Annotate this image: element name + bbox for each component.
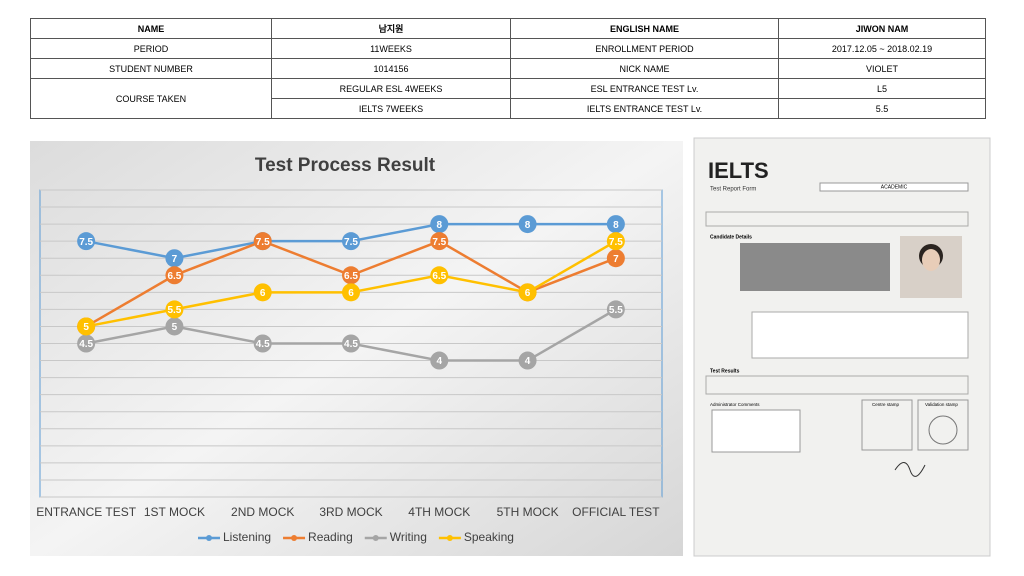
legend-marker — [291, 535, 298, 541]
box — [861, 399, 913, 451]
stamp — [928, 415, 958, 445]
data-label: 5.5 — [609, 305, 623, 316]
point — [77, 317, 96, 336]
box — [917, 399, 969, 451]
data-label: 8 — [525, 220, 531, 231]
point — [253, 283, 272, 302]
point — [606, 249, 625, 268]
photo-face — [922, 249, 940, 271]
data-label: 7 — [172, 254, 178, 265]
cell: IELTS 7WEEKS — [271, 98, 511, 119]
data-label: 5 — [83, 322, 89, 333]
data-label: 6 — [525, 288, 531, 299]
data-label: 7 — [613, 254, 619, 265]
legend-marker — [206, 535, 212, 541]
point — [606, 232, 625, 251]
data-label: 6.5 — [344, 271, 358, 282]
point — [253, 232, 272, 251]
data-label: 6 — [348, 288, 354, 299]
data-label: 7.5 — [432, 237, 446, 248]
data-label: 4.5 — [79, 339, 93, 350]
cell: COURSE TAKEN — [30, 78, 272, 119]
data-label: 7.5 — [344, 237, 358, 248]
point — [518, 215, 537, 234]
data-label: 4.5 — [256, 339, 270, 350]
report-image: IELTS Test Report Form ACADEMIC Candidat… — [693, 137, 991, 557]
point — [518, 283, 537, 302]
point — [77, 334, 96, 353]
x-tick-label: ENTRANCE TEST — [36, 505, 136, 519]
redaction — [740, 243, 890, 291]
point — [430, 232, 449, 251]
report-module: ACADEMIC — [881, 184, 908, 190]
legend-label: Listening — [223, 530, 271, 544]
data-label: 6 — [260, 288, 266, 299]
point — [342, 266, 360, 285]
data-label: 6.5 — [167, 271, 181, 282]
data-label: 5 — [172, 322, 178, 333]
point — [606, 215, 625, 234]
point — [165, 249, 184, 268]
box — [711, 409, 801, 453]
legend-label: Speaking — [464, 530, 514, 544]
legend-label: Reading — [308, 530, 353, 544]
x-tick-label: 2ND MOCK — [231, 505, 294, 519]
point — [430, 215, 449, 234]
x-tick-label: 4TH MOCK — [408, 505, 470, 519]
data-label: 7.5 — [79, 237, 93, 248]
info-table: NAME 남지원 ENGLISH NAME JIWON NAM PERIOD 11WEE… — [30, 18, 986, 119]
data-label: 5.5 — [167, 305, 181, 316]
data-label: 7.5 — [256, 237, 270, 248]
x-tick-label: 3RD MOCK — [319, 505, 382, 519]
report-comments: Administrator Comments — [710, 402, 760, 407]
x-tick-label: 1ST MOCK — [144, 505, 205, 519]
report-validation: Validation stamp — [925, 402, 958, 407]
data-label: 8 — [613, 220, 619, 231]
cell: IELTS ENTRANCE TEST Lv. — [510, 98, 779, 119]
legend-marker — [372, 535, 379, 541]
point — [342, 232, 360, 251]
report-logo: IELTS — [708, 158, 769, 183]
cell: 5.5 — [778, 98, 986, 119]
report-candidate: Candidate Details — [710, 234, 752, 240]
point — [77, 232, 96, 251]
point — [430, 266, 449, 285]
chart-title: Test Process Result — [255, 155, 436, 176]
report-form: Test Report Form — [710, 187, 756, 193]
point — [518, 351, 537, 370]
signature — [894, 462, 926, 477]
legend-marker — [446, 535, 453, 541]
point — [430, 351, 449, 370]
point — [342, 334, 360, 353]
point — [342, 283, 360, 302]
report-centre: Centre stamp — [872, 402, 900, 407]
x-tick-label: OFFICIAL TEST — [572, 505, 660, 519]
box — [751, 311, 969, 359]
data-label: 4 — [437, 356, 443, 367]
point — [165, 300, 184, 319]
point — [165, 266, 184, 285]
data-label: 4.5 — [344, 339, 358, 350]
box — [705, 211, 969, 227]
report-results: Test Results — [710, 368, 740, 374]
data-label: 4 — [525, 356, 531, 367]
box — [705, 375, 969, 395]
data-label: 6.5 — [432, 271, 446, 282]
x-tick-label: 5TH MOCK — [497, 505, 559, 519]
legend-label: Writing — [390, 530, 427, 544]
point — [606, 300, 625, 319]
data-label: 8 — [437, 220, 443, 231]
data-label: 7.5 — [609, 237, 623, 248]
box — [819, 182, 969, 192]
point — [165, 317, 184, 336]
point — [253, 334, 272, 353]
